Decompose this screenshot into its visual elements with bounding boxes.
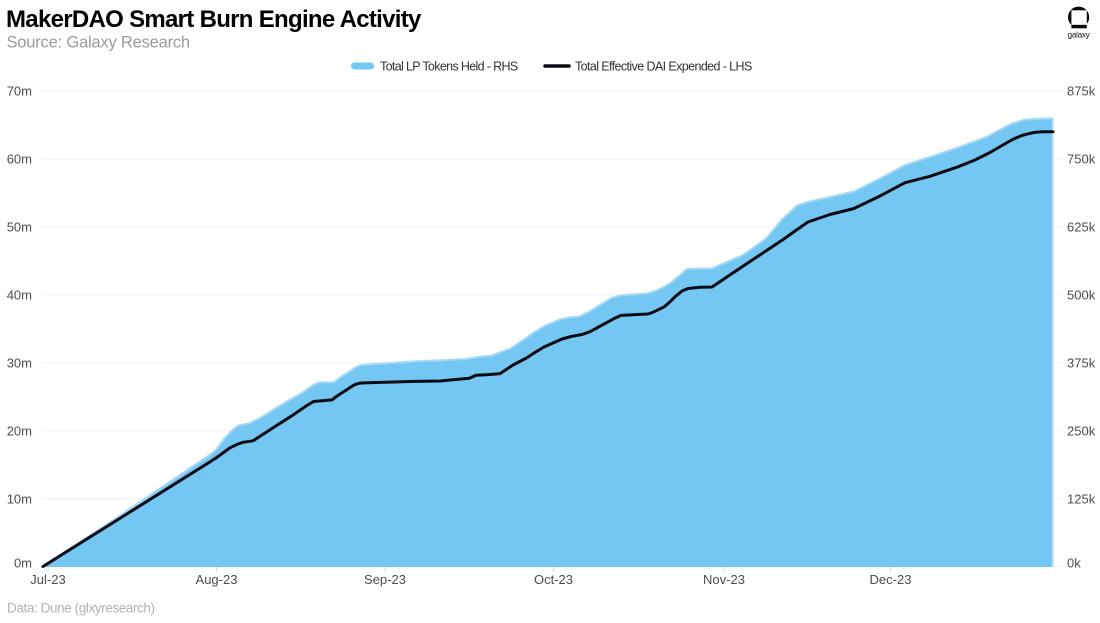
svg-text:Sep-23: Sep-23 <box>364 572 406 587</box>
svg-text:Source: Galaxy Research: Source: Galaxy Research <box>7 34 190 52</box>
svg-text:20m: 20m <box>7 424 32 439</box>
svg-text:Dec-23: Dec-23 <box>870 572 912 587</box>
svg-text:60m: 60m <box>7 152 32 167</box>
svg-text:galaxy: galaxy <box>1068 31 1090 40</box>
svg-text:30m: 30m <box>7 356 32 371</box>
svg-text:Total LP Tokens Held - RHS: Total LP Tokens Held - RHS <box>380 60 518 74</box>
svg-text:0m: 0m <box>14 556 32 571</box>
svg-text:MakerDAO Smart Burn Engine Act: MakerDAO Smart Burn Engine Activity <box>6 6 422 33</box>
svg-text:625k: 625k <box>1067 220 1096 235</box>
svg-text:40m: 40m <box>7 288 32 303</box>
svg-text:875k: 875k <box>1067 84 1096 99</box>
svg-text:Jul-23: Jul-23 <box>30 572 65 587</box>
svg-text:0k: 0k <box>1067 556 1081 571</box>
svg-text:750k: 750k <box>1067 152 1096 167</box>
svg-text:250k: 250k <box>1067 424 1096 439</box>
svg-text:500k: 500k <box>1067 288 1096 303</box>
svg-text:Data: Dune (glxyresearch): Data: Dune (glxyresearch) <box>7 601 155 616</box>
svg-text:125k: 125k <box>1067 492 1096 507</box>
svg-text:Total Effective DAI Expended -: Total Effective DAI Expended - LHS <box>575 60 752 74</box>
svg-text:375k: 375k <box>1067 356 1096 371</box>
svg-text:50m: 50m <box>7 220 32 235</box>
svg-text:70m: 70m <box>7 84 32 99</box>
svg-text:Nov-23: Nov-23 <box>703 572 745 587</box>
svg-text:Oct-23: Oct-23 <box>534 572 573 587</box>
svg-text:Aug-23: Aug-23 <box>196 572 238 587</box>
svg-text:10m: 10m <box>7 492 32 507</box>
